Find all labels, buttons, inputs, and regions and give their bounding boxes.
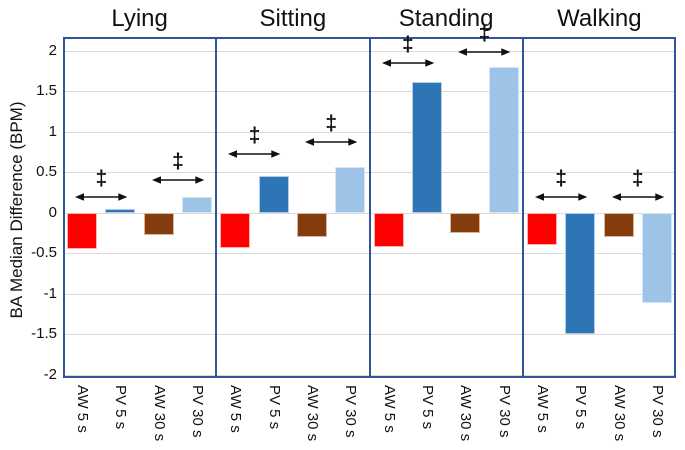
y-tick-label: -0.5 xyxy=(31,244,57,262)
panel-separator xyxy=(368,39,371,376)
y-tick-label: -2 xyxy=(43,365,57,383)
category-label: AW 30 s xyxy=(610,385,628,442)
category-label: PV 5 s xyxy=(265,385,283,430)
double-arrow-icon xyxy=(381,59,434,67)
category-label: AW 5 s xyxy=(380,385,398,433)
category-label: AW 5 s xyxy=(533,385,551,433)
category-label: PV 5 s xyxy=(418,385,436,430)
category-label: PV 5 s xyxy=(112,385,130,430)
double-dagger-symbol: ‡ xyxy=(631,166,644,190)
y-tick-label: 0.5 xyxy=(36,163,57,181)
double-dagger-symbol: ‡ xyxy=(248,123,261,147)
double-arrow-icon xyxy=(611,192,664,201)
category-label: AW 5 s xyxy=(227,385,245,433)
bar-sitting-pv-30-s xyxy=(335,167,366,213)
bar-walking-aw-30-s xyxy=(603,212,634,238)
bar-lying-aw-5-s xyxy=(67,212,98,250)
double-arrow-icon xyxy=(458,48,511,57)
category-label: PV 30 s xyxy=(648,385,666,438)
panel-title-standing: Standing xyxy=(398,5,494,32)
category-label: AW 30 s xyxy=(457,385,475,442)
bar-lying-aw-30-s xyxy=(143,212,174,235)
bar-standing-aw-5-s xyxy=(373,212,404,247)
double-arrow-icon xyxy=(151,175,205,184)
y-tick-label: -1.5 xyxy=(31,325,57,343)
panel-title-lying: Lying xyxy=(111,5,168,32)
y-tick-label: -1 xyxy=(43,284,57,302)
panel-title-sitting: Sitting xyxy=(259,5,327,32)
bar-sitting-aw-30-s xyxy=(297,212,328,238)
category-label: PV 30 s xyxy=(189,385,207,438)
bar-standing-pv-5-s xyxy=(411,81,442,213)
bar-standing-aw-30-s xyxy=(450,212,481,233)
bar-walking-pv-5-s xyxy=(565,212,596,335)
bar-lying-pv-5-s xyxy=(105,208,136,213)
y-tick-label: 2 xyxy=(48,41,57,59)
bar-standing-pv-30-s xyxy=(488,66,519,213)
category-label: PV 5 s xyxy=(572,385,590,430)
category-label: PV 30 s xyxy=(342,385,360,438)
bar-sitting-pv-5-s xyxy=(258,176,289,213)
y-tick-label: 1.5 xyxy=(36,82,57,100)
bar-sitting-aw-5-s xyxy=(220,212,251,249)
double-arrow-icon xyxy=(305,138,358,147)
double-arrow-icon xyxy=(228,149,281,158)
double-dagger-symbol: ‡ xyxy=(325,112,338,136)
panel-separator xyxy=(521,39,524,376)
bar-walking-aw-5-s xyxy=(526,212,557,246)
double-arrow-icon xyxy=(534,192,588,201)
category-label: AW 30 s xyxy=(150,385,168,442)
category-label: PV 30 s xyxy=(495,385,513,438)
panel-separator xyxy=(215,39,218,376)
double-dagger-symbol: ‡ xyxy=(401,32,414,56)
double-dagger-symbol: ‡ xyxy=(172,149,184,173)
y-tick-label: 1 xyxy=(48,122,57,140)
double-dagger-symbol: ‡ xyxy=(555,166,567,190)
panel-title-walking: Walking xyxy=(557,5,642,32)
y-tick-label: 0 xyxy=(48,203,57,221)
bar-walking-pv-30-s xyxy=(641,212,672,304)
category-label: AW 5 s xyxy=(74,385,92,433)
category-label: AW 30 s xyxy=(304,385,322,442)
double-arrow-icon xyxy=(75,192,128,201)
bar-lying-pv-30-s xyxy=(182,197,213,213)
double-dagger-symbol: ‡ xyxy=(95,166,108,190)
double-dagger-symbol: ‡ xyxy=(478,22,491,46)
